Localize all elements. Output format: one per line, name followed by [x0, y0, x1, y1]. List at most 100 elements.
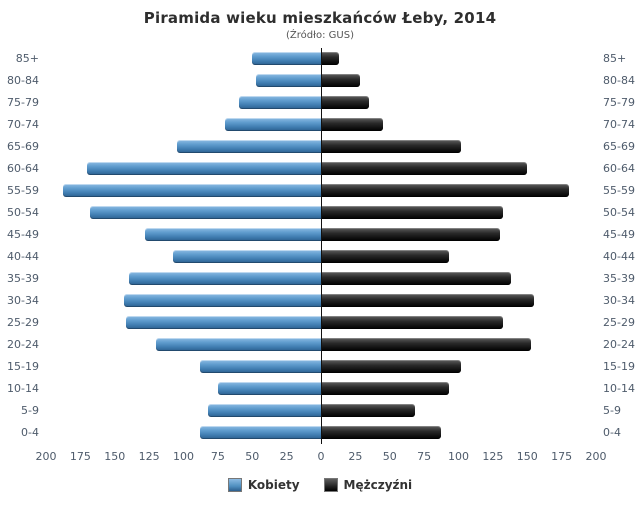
age-label-left: 60-64 [7, 162, 39, 175]
mezczyzni-bar [321, 316, 503, 329]
age-label-left: 20-24 [7, 338, 39, 351]
age-label-left: 65-69 [7, 140, 39, 153]
legend-item-mezczyzni: Mężczyźni [323, 478, 412, 492]
x-tick-label: 75 [417, 450, 432, 463]
age-label-left: 85+ [15, 52, 39, 65]
kobiety-bar [238, 96, 321, 109]
mezczyzni-bar [321, 184, 569, 197]
x-tick-label: 125 [482, 450, 504, 463]
age-label-left: 80-84 [7, 74, 39, 87]
x-tick-label: 150 [104, 450, 126, 463]
pyramid-row [46, 246, 596, 268]
mezczyzni-bar [321, 250, 449, 263]
pyramid-row [46, 268, 596, 290]
age-label-left: 15-19 [7, 360, 39, 373]
age-label-right: 35-39 [603, 272, 635, 285]
kobiety-bar [156, 338, 321, 351]
legend: Kobiety Mężczyźni [0, 478, 640, 492]
kobiety-bar [128, 272, 321, 285]
age-label-left: 75-79 [7, 96, 39, 109]
pyramid-row [46, 290, 596, 312]
age-label-right: 15-19 [603, 360, 635, 373]
kobiety-bar [172, 250, 321, 263]
kobiety-bar [224, 118, 321, 131]
pyramid-row [46, 48, 596, 70]
age-label-right: 30-34 [603, 294, 635, 307]
chart-subtitle: (Źródło: GUS) [286, 30, 354, 41]
mezczyzni-bar [321, 206, 503, 219]
pyramid-row [46, 92, 596, 114]
age-label-right: 85+ [603, 52, 627, 65]
kobiety-bar [217, 382, 321, 395]
y-axis-labels-right: 85+ 80-84 75-79 70-74 65-69 60-64 55-59 50-54 45… [596, 48, 636, 466]
age-label-left: 10-14 [7, 382, 39, 395]
pyramid-row [46, 70, 596, 92]
x-axis-tick-labels: 200 175 150 125 100 75 50 25 0 25 50 75 100 125 150 175… [36, 450, 607, 466]
age-label-right: 10-14 [603, 382, 635, 395]
kobiety-bar [176, 140, 321, 153]
mezczyzni-bar [321, 360, 462, 373]
age-label-right: 55-59 [603, 184, 635, 197]
legend-item-kobiety: Kobiety [227, 478, 300, 492]
kobiety-bar [145, 228, 321, 241]
x-tick-label: 200 [585, 450, 607, 463]
age-label-left: 35-39 [7, 272, 39, 285]
age-label-right: 45-49 [603, 228, 635, 241]
chart-title: Piramida wieku mieszkańców Łeby, 2014 [143, 9, 497, 27]
age-label-right: 25-29 [603, 316, 635, 329]
age-label-left: 5-9 [21, 404, 39, 417]
kobiety-bar [62, 184, 321, 197]
kobiety-bar [200, 360, 321, 373]
age-label-right: 70-74 [603, 118, 635, 131]
pyramid-row [46, 312, 596, 334]
age-label-right: 50-54 [603, 206, 635, 219]
pyramid-row [46, 158, 596, 180]
x-tick-label: 100 [448, 450, 469, 463]
pyramid-row [46, 422, 596, 444]
age-label-left: 45-49 [7, 228, 39, 241]
x-tick-label: 200 [35, 450, 57, 463]
age-label-right: 60-64 [603, 162, 635, 175]
y-axis-labels-left: 85+ 80-84 75-79 70-74 65-69 60-64 55-59 50-54 45… [6, 48, 46, 466]
pyramid-row [46, 334, 596, 356]
x-tick-label: 175 [69, 450, 91, 463]
x-tick-label: 125 [138, 450, 160, 463]
kobiety-bar [256, 74, 321, 87]
mezczyzni-bar [321, 338, 532, 351]
kobiety-bar [208, 404, 321, 417]
age-label-left: 50-54 [7, 206, 39, 219]
kobiety-bar [124, 294, 321, 307]
age-label-right: 5-9 [603, 404, 621, 417]
mezczyzni-bar [321, 96, 370, 109]
x-tick-label: 50 [245, 450, 260, 463]
y-axis-line [320, 48, 322, 444]
pyramid-row [46, 180, 596, 202]
age-label-right: 40-44 [603, 250, 635, 263]
x-tick-label: 0 [317, 450, 325, 463]
x-tick-label: 100 [173, 450, 194, 463]
mezczyzni-bar [321, 118, 383, 131]
plot-area: 200 175 150 125 100 75 50 25 0 25 50 75 100 125 150 175… [36, 48, 607, 466]
x-tick-label: 75 [210, 450, 225, 463]
x-tick-label: 175 [551, 450, 573, 463]
x-tick-label: 50 [382, 450, 397, 463]
pyramid-row [46, 400, 596, 422]
kobiety-bar [87, 162, 321, 175]
kobiety-bar [252, 52, 321, 65]
pyramid-row [46, 202, 596, 224]
mezczyzni-bar [321, 140, 462, 153]
mezczyzni-bar [321, 382, 449, 395]
age-label-left: 0-4 [21, 426, 39, 439]
mezczyzni-bar [321, 74, 360, 87]
pyramid-row [46, 378, 596, 400]
x-tick-label: 25 [348, 450, 363, 463]
x-tick-label: 150 [516, 450, 538, 463]
mezczyzni-bar [321, 272, 511, 285]
mezczyzni-bar [321, 294, 535, 307]
age-label-right: 80-84 [603, 74, 635, 87]
age-label-left: 70-74 [7, 118, 39, 131]
bars-container [46, 48, 596, 444]
mezczyzni-bar [321, 162, 528, 175]
age-label-right: 20-24 [603, 338, 635, 351]
